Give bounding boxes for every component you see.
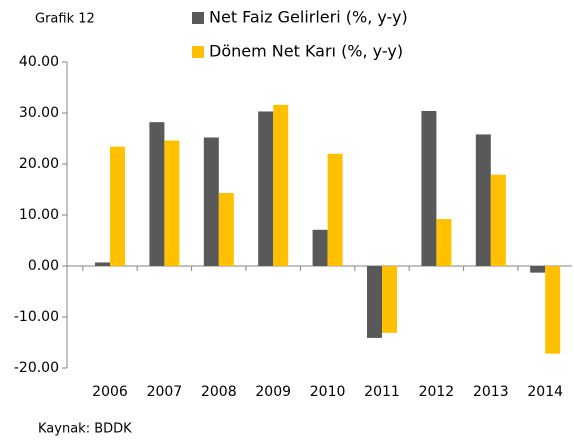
y-tick-label: -10.00 <box>14 309 59 325</box>
legend-swatch <box>192 46 204 58</box>
bar <box>218 193 234 266</box>
x-tick-label: 2013 <box>473 384 509 400</box>
x-tick-label: 2009 <box>255 384 291 400</box>
bar <box>530 266 546 273</box>
y-tick-label: 20.00 <box>19 156 59 172</box>
legend-swatch <box>192 12 204 24</box>
bar <box>312 229 328 266</box>
legend-label: Net Faiz Gelirleri (%, y-y) <box>209 8 408 27</box>
source: Kaynak: BDDK <box>38 422 132 437</box>
y-tick-label: 10.00 <box>19 207 59 223</box>
bar <box>95 262 110 266</box>
bar <box>149 122 165 267</box>
y-tick-label: 30.00 <box>19 105 59 121</box>
x-tick-label: 2011 <box>364 384 400 400</box>
bar <box>367 266 382 338</box>
bar <box>490 174 506 266</box>
x-tick-label: 2014 <box>527 384 563 400</box>
y-tick-label: 0.00 <box>28 258 59 274</box>
y-tick-label: 40.00 <box>19 54 59 70</box>
bar <box>273 104 289 266</box>
bar <box>436 219 452 266</box>
bar <box>327 153 343 266</box>
legend-label: Dönem Net Karı (%, y-y) <box>209 42 403 61</box>
bar <box>164 140 180 266</box>
x-tick-label: 2008 <box>201 384 237 400</box>
chart-label: Grafik 12 <box>35 12 95 27</box>
bar <box>258 111 274 266</box>
bar <box>545 266 561 354</box>
x-tick-label: 2010 <box>310 384 346 400</box>
y-tick-label: -20.00 <box>14 360 59 376</box>
bar <box>475 134 491 266</box>
x-tick-label: 2006 <box>92 384 128 400</box>
bar <box>421 110 437 267</box>
x-tick-label: 2012 <box>419 384 455 400</box>
bar <box>110 146 125 266</box>
bar <box>203 137 219 266</box>
bar <box>382 266 397 333</box>
x-tick-label: 2007 <box>147 384 183 400</box>
